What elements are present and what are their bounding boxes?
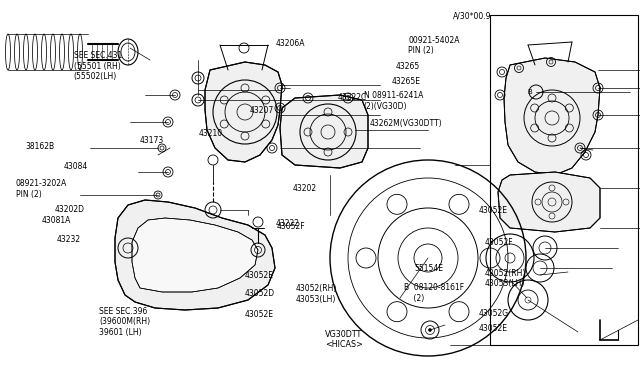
Text: 43262M(VG30DTT): 43262M(VG30DTT) [370, 119, 442, 128]
Text: N 08911-6241A
(2)(VG30D): N 08911-6241A (2)(VG30D) [364, 92, 423, 111]
Circle shape [429, 328, 431, 331]
Polygon shape [115, 200, 275, 310]
Text: 43202: 43202 [293, 185, 317, 193]
Text: SEE SEC.396
(39600M(RH)
39601 (LH): SEE SEC.396 (39600M(RH) 39601 (LH) [99, 307, 150, 337]
Polygon shape [280, 95, 368, 168]
Polygon shape [498, 172, 600, 232]
Text: 43232: 43232 [56, 235, 81, 244]
Text: 43052F: 43052F [485, 238, 514, 247]
Text: A/30*00.9: A/30*00.9 [453, 11, 492, 20]
Text: 43052E: 43052E [244, 310, 273, 319]
Text: 43052E: 43052E [479, 206, 508, 215]
Text: 43081A: 43081A [42, 216, 71, 225]
Text: 43052(RH)
43053(LH): 43052(RH) 43053(LH) [485, 269, 527, 288]
Text: 43052E: 43052E [244, 271, 273, 280]
Text: 55154E: 55154E [415, 264, 444, 273]
Text: 43052D: 43052D [244, 289, 275, 298]
Text: 00921-5402A
PIN (2): 00921-5402A PIN (2) [408, 36, 460, 55]
Text: 43265E: 43265E [392, 77, 420, 86]
Text: B  08120-8161F
    (2): B 08120-8161F (2) [404, 283, 465, 303]
Text: 38162B: 38162B [26, 142, 55, 151]
Text: 43202D: 43202D [54, 205, 84, 214]
Text: 43052G: 43052G [479, 309, 509, 318]
Text: 43084: 43084 [64, 162, 88, 171]
Polygon shape [504, 58, 600, 175]
Text: 43222: 43222 [275, 219, 300, 228]
Text: 43052E: 43052E [479, 324, 508, 333]
Text: 43207: 43207 [250, 106, 274, 115]
Text: 43265: 43265 [396, 62, 420, 71]
Text: 43222C: 43222C [337, 93, 367, 102]
Text: VG30DTT
<HICAS>: VG30DTT <HICAS> [325, 330, 363, 349]
Text: 43052(RH)
43053(LH): 43052(RH) 43053(LH) [296, 284, 337, 304]
Text: SEE SEC.431
(55501 (RH)
(55502(LH): SEE SEC.431 (55501 (RH) (55502(LH) [74, 51, 122, 81]
Text: B: B [527, 89, 532, 95]
Text: 43210: 43210 [198, 129, 223, 138]
Bar [490, 15, 638, 345]
Polygon shape [205, 62, 282, 162]
Text: 43206A: 43206A [275, 39, 305, 48]
Polygon shape [132, 218, 258, 292]
Text: 43052F: 43052F [277, 222, 306, 231]
Text: 43173: 43173 [140, 136, 164, 145]
Text: 08921-3202A
PIN (2): 08921-3202A PIN (2) [16, 179, 67, 199]
